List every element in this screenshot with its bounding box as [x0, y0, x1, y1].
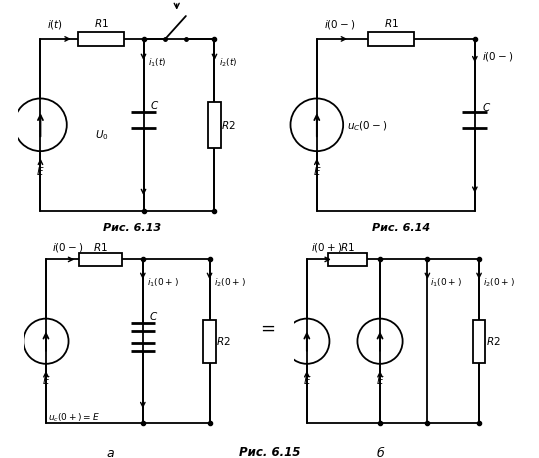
Text: Рис. 6.14: Рис. 6.14 [372, 224, 431, 233]
Text: $E$: $E$ [42, 374, 50, 386]
Text: Рис. 6.15: Рис. 6.15 [239, 446, 300, 458]
Text: $i_2(0+)$: $i_2(0+)$ [483, 276, 515, 289]
Text: $i(0-)$: $i(0-)$ [52, 241, 84, 254]
Text: $=$: $=$ [257, 318, 275, 337]
Bar [473, 320, 485, 363]
Text: $C$: $C$ [150, 99, 160, 111]
Text: $C$: $C$ [482, 101, 491, 113]
Text: $R2$: $R2$ [222, 119, 236, 131]
Bar [208, 102, 221, 147]
Bar [368, 32, 414, 46]
Bar [203, 320, 216, 363]
Text: $R1$: $R1$ [384, 17, 399, 29]
Text: $i(0-)$: $i(0-)$ [482, 50, 513, 63]
Text: $i_1(0+)$: $i_1(0+)$ [430, 276, 461, 289]
Text: $E$: $E$ [36, 165, 45, 177]
Text: $R1$: $R1$ [340, 241, 355, 253]
Text: $u_C(0-)$: $u_C(0-)$ [347, 120, 387, 133]
Text: Рис. 6.13: Рис. 6.13 [103, 224, 161, 233]
Text: $E$: $E$ [302, 374, 311, 386]
Text: $i(0-)$: $i(0-)$ [324, 18, 355, 31]
Text: $U_0$: $U_0$ [95, 129, 109, 142]
Text: $i(0+)$: $i(0+)$ [311, 241, 342, 254]
Text: а: а [107, 447, 114, 458]
Text: $i_1(t)$: $i_1(t)$ [148, 56, 167, 69]
Text: $R1$: $R1$ [94, 17, 108, 29]
Text: $i_2(0+)$: $i_2(0+)$ [214, 276, 246, 289]
Bar [78, 32, 124, 46]
Text: $i_2(t)$: $i_2(t)$ [219, 56, 238, 69]
Text: б: б [376, 447, 384, 458]
Bar [79, 253, 122, 266]
Text: $C$: $C$ [149, 310, 158, 322]
Text: $i_1(0+)$: $i_1(0+)$ [147, 276, 179, 289]
Text: $u_c(0+)=E$: $u_c(0+)=E$ [48, 412, 100, 425]
Text: $E$: $E$ [376, 374, 384, 386]
Text: $R2$: $R2$ [486, 335, 500, 347]
Text: $R1$: $R1$ [93, 241, 108, 253]
Bar [328, 253, 367, 266]
Text: $i(t)$: $i(t)$ [47, 18, 64, 31]
Text: $R2$: $R2$ [216, 335, 231, 347]
Text: $E$: $E$ [313, 165, 321, 177]
